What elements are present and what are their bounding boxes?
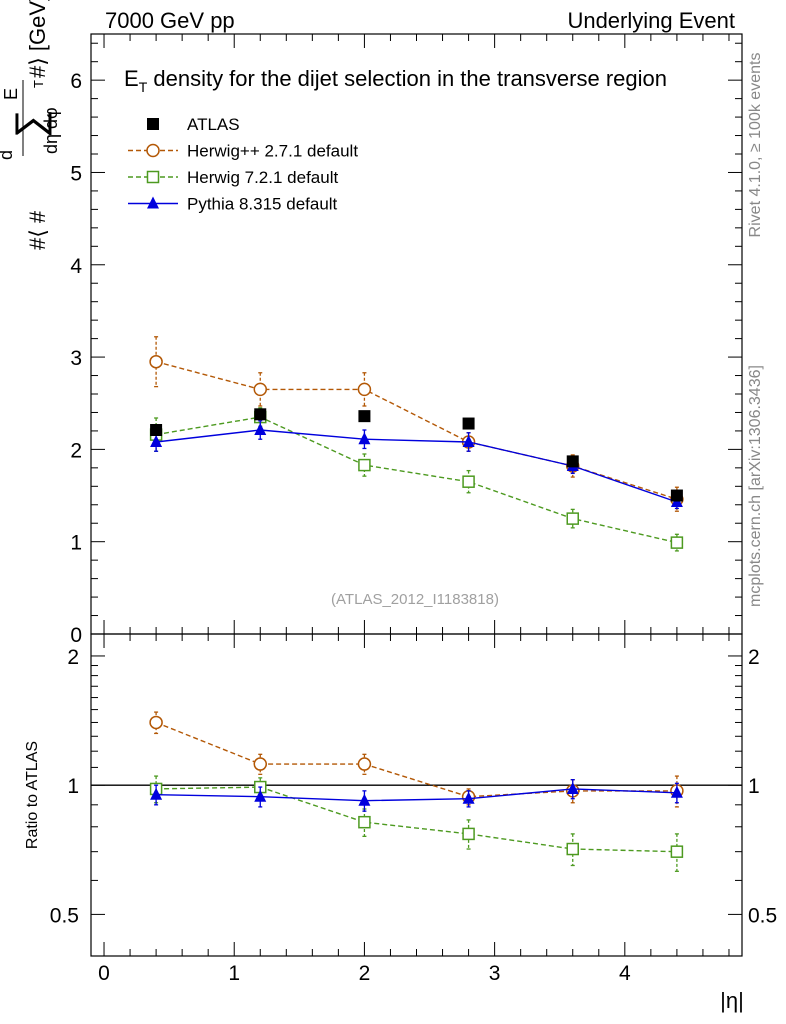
series-line [156,788,677,802]
mcplots-side-label: mcplots.cern.ch [arXiv:1306.3436] [747,365,764,607]
y-label-part: #⟩ [GeV] [25,0,50,78]
y-tick-label: 4 [70,255,82,278]
ratio-y-tick-label-right: 2 [748,646,760,669]
ratio-y-tick-label: 0.5 [50,904,79,927]
x-tick-label: 1 [228,962,240,985]
legend-entry: Herwig 7.2.1 default [128,168,338,187]
x-tick-label: 0 [98,962,110,985]
series-atlas [150,408,683,502]
legend-entry: Herwig++ 2.7.1 default [128,142,358,161]
series-herwig-7-2-1-default [149,407,684,552]
legend-label: ATLAS [187,115,240,134]
series-line [155,361,678,500]
series-line [156,429,678,503]
data-point [566,512,579,525]
y-tick-label: 5 [70,162,82,185]
title-sub: T [139,79,148,95]
y-label-part: E [1,88,21,100]
header-left: 7000 GeV pp [105,8,235,33]
data-point [670,489,683,502]
legend-marker [146,143,160,158]
data-point [150,435,163,447]
legend-marker [147,118,159,130]
ratio-y-tick-label-right: 0.5 [748,904,777,927]
series-line [156,786,677,853]
y-tick-label: 3 [70,347,82,370]
series-herwig-2-7-1-default [149,336,684,512]
watermark: (ATLAS_2012_I1183818) [331,591,499,608]
ratio-panel: 0.5 0.5 1 1 2 2 0 1 2 3 4 [50,633,777,985]
y-tick-label: 1 [70,532,82,555]
y-label-part: #⟨ # [25,210,50,250]
legend-entry: Pythia 8.315 default [128,195,338,214]
x-tick-label: 3 [489,962,501,985]
x-axis-label: |η| [720,988,744,1013]
data-point [150,424,163,436]
data-point [254,408,267,421]
data-point [149,715,163,730]
series-herwig-2-7-1-default [149,711,684,808]
y-axis-label: #⟨ # d ∑ E Tdη dφ #⟩ [GeV] [0,0,61,250]
y-tick-label: 6 [70,70,82,93]
legend-label: Pythia 8.315 default [187,195,338,214]
y-label-part: d [0,150,16,160]
header-right: Underlying Event [567,8,735,33]
data-point [462,827,475,841]
legend-marker [147,196,159,209]
data-point [253,757,268,771]
data-point [462,475,475,488]
main-panel: 0 1 2 3 4 5 6 ET density for the dijet selectio… [70,33,743,647]
y-label-part: dη dφ [41,107,61,154]
legend-marker [146,170,160,184]
series-pythia-8-315-default [150,779,683,812]
x-tick-label: 2 [359,962,371,985]
data-point [357,757,372,771]
chart-title: ET density for the dijet selection in th… [124,66,667,95]
data-point [358,432,371,445]
y-tick-label: 2 [70,439,82,462]
y-label-part: T [31,80,46,88]
title-rest: density for the dijet selection in the t… [147,66,667,91]
data-point [254,789,267,802]
data-point [462,417,475,430]
y-label-part: ∑ [8,109,52,138]
x-tick-label: 4 [619,962,631,985]
legend-entry: ATLAS [147,115,240,134]
data-point [358,815,371,829]
data-point [566,781,579,794]
rivet-side-label: Rivet 4.1.0, ≥ 100k events [747,53,764,238]
data-point [149,354,163,369]
ratio-y-axis-label: Ratio to ATLAS [24,741,41,849]
data-point [566,842,579,856]
data-point [670,785,683,798]
data-point [670,536,684,549]
data-point [358,458,371,472]
series-pythia-8-315-default [150,420,683,510]
ratio-y-tick-label: 1 [67,775,79,798]
y-tick-label: 0 [70,624,82,647]
legend-label: Herwig 7.2.1 default [187,168,338,187]
data-point [254,423,267,435]
data-point [358,793,371,806]
legend-label: Herwig++ 2.7.1 default [187,142,358,161]
data-point [357,382,372,397]
ratio-y-tick-label-right: 1 [748,775,760,798]
data-point [670,845,684,858]
ratio-y-tick-label: 2 [67,646,79,669]
data-point [462,435,475,447]
data-point [253,382,268,397]
title-main: E [124,66,139,91]
data-point [462,791,475,804]
series-line [155,416,678,544]
data-point [566,455,579,468]
data-point [150,787,163,800]
data-point [358,410,371,423]
